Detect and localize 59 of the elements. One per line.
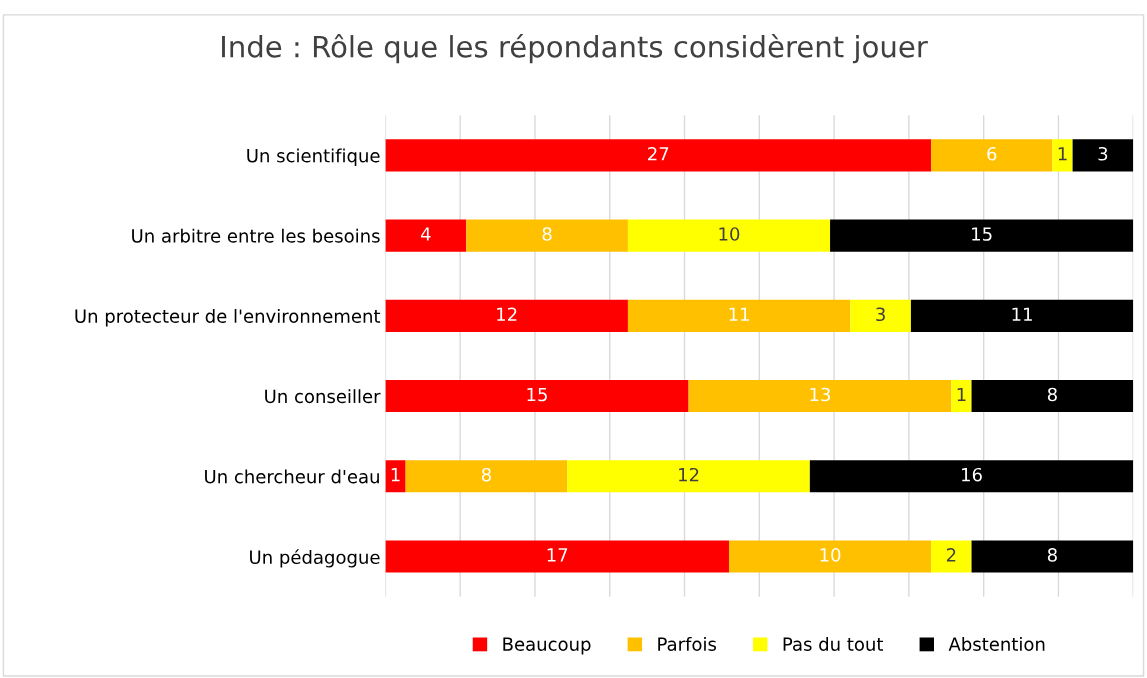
bar [567,460,810,493]
data-label: 6 [987,146,997,161]
data-label: 10 [719,227,740,241]
chart-title: Inde : Rôle que les répondants considèrent jouer [222,33,928,64]
y-tick-label: Un scientifique [247,148,380,166]
bar [1072,139,1134,172]
bar [971,540,1134,573]
bar [809,460,1134,493]
data-label: 1 [1058,147,1067,161]
y-tick-label: Un chercheur d'eau [205,469,379,484]
bar [405,460,568,493]
data-label: 10 [820,548,841,562]
data-label: 3 [1098,146,1108,161]
data-label: 8 [481,467,491,482]
data-label: 8 [1047,548,1057,562]
bar [729,540,932,573]
data-label: 17 [547,548,568,562]
bar [971,380,1134,413]
data-label: 12 [497,307,517,321]
bar [1052,139,1073,172]
y-tick-label: Un protecteur de l'environnement [75,308,381,327]
data-label: 27 [648,146,669,161]
bar [910,299,1134,332]
y-tick-label: Un pédagogue [250,549,380,568]
bar [951,380,972,413]
bar [385,299,628,332]
legend-label: Abstention [948,636,1045,651]
data-label: 4 [420,227,431,241]
y-tick-label: Un arbitre entre les besoins [132,228,380,243]
legend-label: Beaucoup [503,637,591,655]
bar [830,219,1134,252]
data-label: 15 [972,227,992,241]
data-label: 3 [876,307,885,322]
data-label: 15 [527,387,547,402]
bar [688,380,952,413]
bar [931,540,972,573]
bar [850,299,911,332]
data-label: 8 [1047,387,1057,402]
bar [385,460,406,493]
bar [385,540,729,573]
bar [385,219,467,252]
data-label: 16 [962,467,982,482]
data-label: 11 [729,307,749,321]
data-label: 13 [810,387,830,402]
bar [931,139,1053,172]
bar [385,139,932,172]
data-label: 1 [957,387,966,402]
bar [627,219,831,252]
data-label: 8 [542,227,552,241]
legend-label: Parfois [658,636,717,651]
bar [466,219,628,252]
legend-label: Pas du tout [783,636,884,651]
data-label: 12 [679,467,699,482]
bar [385,380,689,413]
data-label: 2 [946,548,956,562]
data-label: 1 [391,468,400,482]
data-label: 11 [1012,307,1032,321]
y-tick-label: Un conseiller [265,389,381,404]
bar [627,299,851,332]
